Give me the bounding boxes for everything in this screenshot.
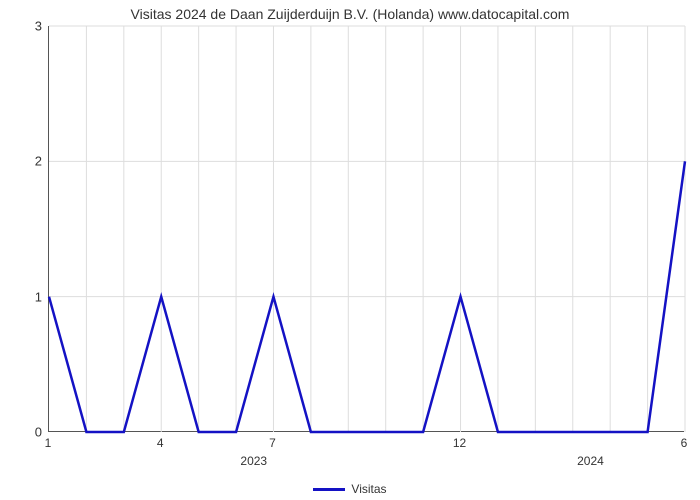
legend-swatch (313, 488, 345, 491)
visitas-chart: Visitas 2024 de Daan Zuijderduijn B.V. (… (0, 0, 700, 500)
x-group-label: 2023 (240, 454, 267, 468)
legend: Visitas (0, 482, 700, 496)
x-tick-label: 6 (681, 436, 688, 450)
x-tick-label: 7 (269, 436, 276, 450)
legend-label: Visitas (351, 482, 386, 496)
x-group-label: 2024 (577, 454, 604, 468)
y-tick-label: 2 (35, 154, 42, 169)
y-tick-label: 1 (35, 289, 42, 304)
x-tick-label: 4 (157, 436, 164, 450)
y-tick-label: 0 (35, 425, 42, 440)
chart-title: Visitas 2024 de Daan Zuijderduijn B.V. (… (0, 6, 700, 22)
grid-and-line-layer (49, 26, 684, 431)
plot-area (48, 26, 684, 432)
x-tick-label: 12 (453, 436, 466, 450)
y-tick-label: 3 (35, 19, 42, 34)
x-tick-label: 1 (45, 436, 52, 450)
